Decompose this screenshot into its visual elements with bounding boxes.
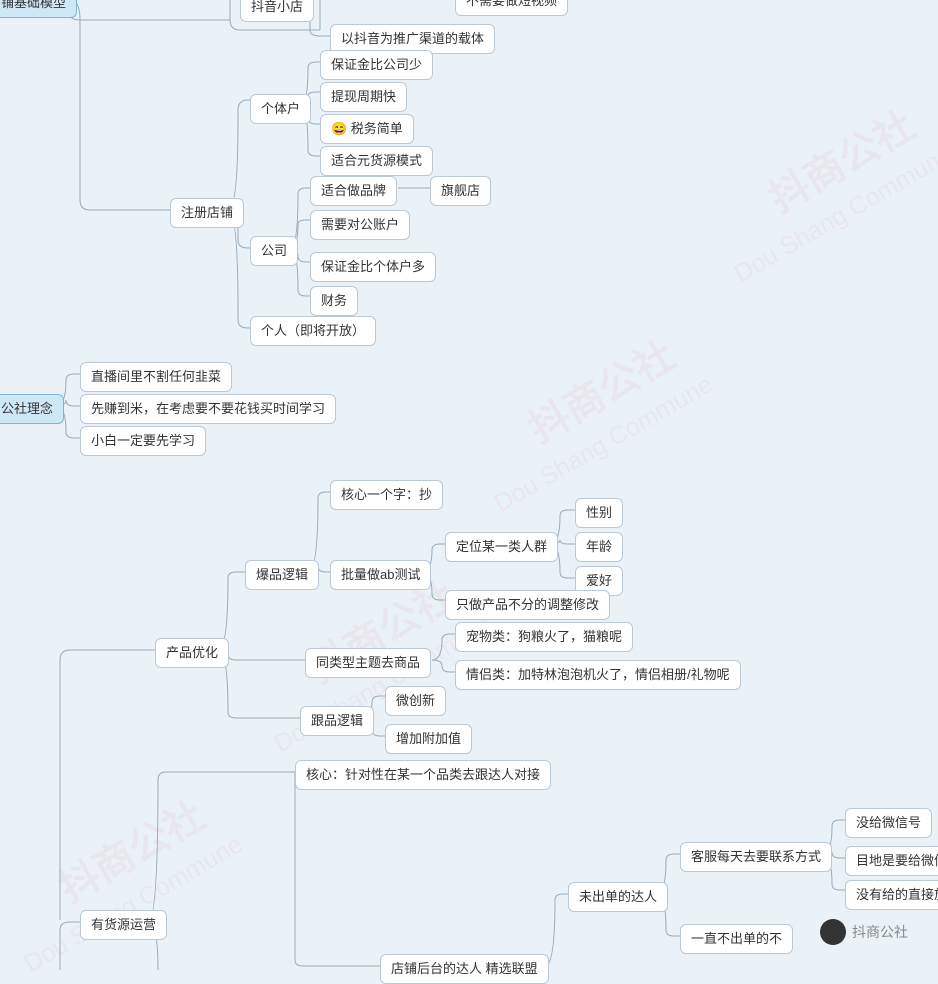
node-never-sale[interactable]: 一直不出单的不 [680,924,793,954]
node-supply-core[interactable]: 核心：针对性在某一个品类去跟达人对接 [295,760,551,790]
node-add-value[interactable]: 增加附加值 [385,724,472,754]
watermark-en: Dou Shang Commune [729,140,938,289]
node-follow-logic[interactable]: 跟品逻辑 [300,706,374,736]
node-root-basic-model[interactable]: 铺基础模型 [0,0,77,18]
node-company-deposit[interactable]: 保证金比个体户多 [310,252,436,282]
node-no-sale-talent[interactable]: 未出单的达人 [568,882,668,912]
node-give-wechat[interactable]: 目地是要给微信 [845,846,938,876]
node-indiv-nosource[interactable]: 适合元货源模式 [320,146,433,176]
node-backend-talent[interactable]: 店铺后台的达人 精选联盟 [380,954,549,984]
node-couple-example[interactable]: 情侣类：加特林泡泡机火了，情侣相册/礼物呢 [455,660,741,690]
node-target-group[interactable]: 定位某一类人群 [445,532,558,562]
node-hot-core[interactable]: 核心一个字：抄 [330,480,443,510]
connector-lines [0,0,938,970]
watermark-en: Dou Shang Commune [19,830,248,979]
node-hot-abtest[interactable]: 批量做ab测试 [330,560,431,590]
node-indiv-tax[interactable]: 😄 税务简单 [320,114,414,144]
node-discard[interactable]: 没有给的直接放 [845,880,938,910]
node-company-flagship[interactable]: 旗舰店 [430,176,491,206]
node-root-commune-idea[interactable]: 公社理念 [0,394,64,424]
node-company-finance[interactable]: 财务 [310,286,358,316]
node-indiv-deposit[interactable]: 保证金比公司少 [320,50,433,80]
node-douyin-shop[interactable]: 抖音小店 [240,0,314,22]
node-product-adjust[interactable]: 只做产品不分的调整修改 [445,590,610,620]
watermark-cn: 抖商公社 [756,94,924,224]
mindmap-canvas: 抖商公社 Dou Shang Commune 抖商公社 Dou Shang Co… [0,0,938,970]
node-same-theme[interactable]: 同类型主题去商品 [305,648,431,678]
node-personal[interactable]: 个人（即将开放） [250,316,376,346]
node-micro-innovate[interactable]: 微创新 [385,686,446,716]
node-idea-3[interactable]: 小白一定要先学习 [80,426,206,456]
watermark-cn: 抖商公社 [46,784,214,914]
node-gender[interactable]: 性别 [575,498,623,528]
node-product-optimize[interactable]: 产品优化 [155,638,229,668]
node-supply-ops[interactable]: 有货源运营 [80,910,167,940]
node-idea-1[interactable]: 直播间里不割任何韭菜 [80,362,232,392]
node-individual[interactable]: 个体户 [250,94,311,124]
node-contact-daily[interactable]: 客服每天去要联系方式 [680,842,832,872]
node-age[interactable]: 年龄 [575,532,623,562]
avatar-icon [820,919,846,945]
node-company-brand[interactable]: 适合做品牌 [310,176,397,206]
node-company[interactable]: 公司 [250,236,298,266]
node-no-wechat[interactable]: 没给微信号 [845,808,932,838]
node-indiv-withdraw[interactable]: 提现周期快 [320,82,407,112]
node-hot-logic[interactable]: 爆品逻辑 [245,560,319,590]
node-idea-2[interactable]: 先赚到米，在考虑要不要花钱买时间学习 [80,394,336,424]
node-no-short-video[interactable]: 不需要做短视频 [455,0,568,16]
watermark-en: Dou Shang Commune [489,370,718,519]
footer-attribution: 抖商公社 [820,919,908,945]
node-register-shop[interactable]: 注册店铺 [170,198,244,228]
node-pet-example[interactable]: 宠物类：狗粮火了，猫粮呢 [455,622,633,652]
node-company-account[interactable]: 需要对公账户 [310,210,410,240]
footer-label: 抖商公社 [852,922,908,942]
watermark-cn: 抖商公社 [516,324,684,454]
